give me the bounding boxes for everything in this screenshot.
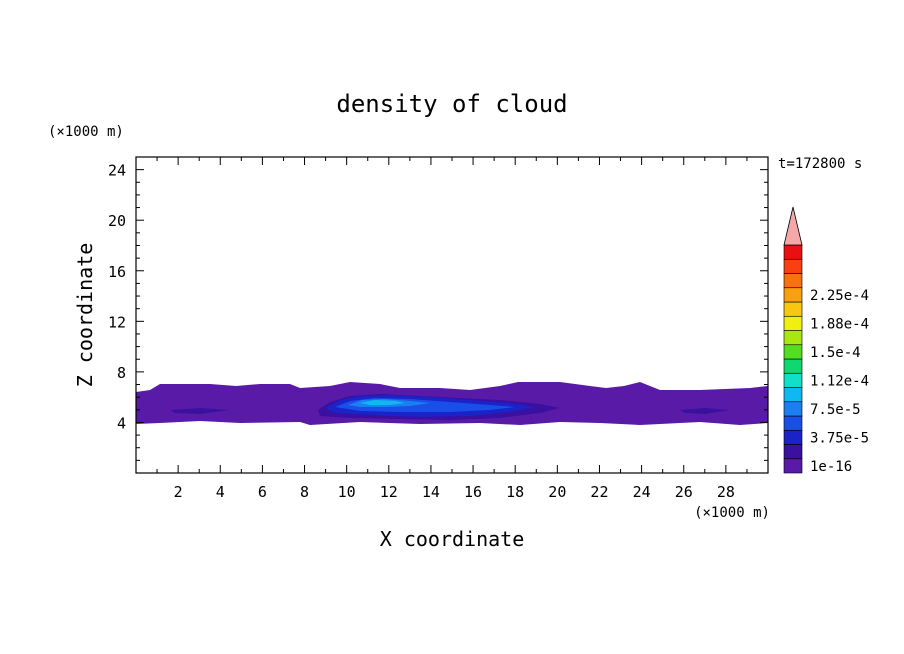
colorbar-swatch: [783, 387, 803, 403]
colorbar-label: 1.5e-4: [810, 345, 861, 361]
x-tick-label: 16: [464, 483, 482, 501]
x-unit-label: (×1000 m): [694, 505, 770, 521]
colorbar-label: 1e-16: [810, 459, 852, 475]
x-tick-label: 18: [506, 483, 524, 501]
x-tick-label: 20: [548, 483, 566, 501]
time-label: t=172800 s: [778, 156, 862, 172]
y-tick-label: 24: [108, 162, 126, 180]
colorbar-swatch: [783, 458, 803, 474]
colorbar-label: 2.25e-4: [810, 288, 869, 304]
x-axis-title: X coordinate: [380, 527, 525, 551]
colorbar-extend-arrow: [783, 206, 803, 246]
x-tick-label: 26: [675, 483, 693, 501]
x-tick-label: 4: [216, 483, 225, 501]
x-tick-label: 28: [717, 483, 735, 501]
colorbar-swatch: [783, 372, 803, 388]
y-tick-label: 16: [108, 263, 126, 281]
x-tick-label: 24: [633, 483, 651, 501]
colorbar-swatch: [783, 301, 803, 317]
cloud-field: [136, 382, 768, 425]
colorbar-swatch: [783, 244, 803, 260]
colorbar-label: 7.5e-5: [810, 402, 861, 418]
cloud-patch-left: [170, 408, 230, 414]
colorbar-label: 3.75e-5: [810, 430, 869, 446]
x-tick-label: 14: [422, 483, 440, 501]
x-tick-label: 6: [258, 483, 267, 501]
colorbar-swatch: [783, 287, 803, 303]
colorbar-swatch: [783, 344, 803, 360]
colorbar-swatch: [783, 401, 803, 417]
x-tick-label: 8: [300, 483, 309, 501]
plot-frame: [135, 156, 769, 474]
colorbar-swatch: [783, 444, 803, 460]
y-tick-label: 4: [117, 414, 126, 432]
y-tick-label: 20: [108, 212, 126, 230]
y-tick-label: 8: [117, 364, 126, 382]
colorbar-swatch: [783, 429, 803, 445]
colorbar-swatch: [783, 415, 803, 431]
x-tick-label: 2: [174, 483, 183, 501]
x-tick-label: 22: [590, 483, 608, 501]
cloud-layer-level6: [360, 400, 405, 405]
colorbar-label: 1.12e-4: [810, 373, 869, 389]
colorbar-swatch: [783, 258, 803, 274]
colorbar-label: 1.88e-4: [810, 316, 869, 332]
x-tick-label: 10: [338, 483, 356, 501]
colorbar-swatch: [783, 330, 803, 346]
chart-title: density of cloud: [336, 90, 567, 118]
colorbar-swatch: [783, 315, 803, 331]
y-tick-label: 12: [108, 313, 126, 331]
colorbar-swatch: [783, 273, 803, 289]
cloud-patch-right: [680, 408, 730, 414]
x-tick-label: 12: [380, 483, 398, 501]
y-axis-title: Z coordinate: [73, 243, 97, 388]
colorbar-swatch: [783, 358, 803, 374]
colorbar: 1e-16 3.75e-5 7.5e-5 1.12e-4 1.5e-4 1.88e-4 2.…: [783, 206, 869, 475]
y-unit-label: (×1000 m): [48, 124, 124, 140]
